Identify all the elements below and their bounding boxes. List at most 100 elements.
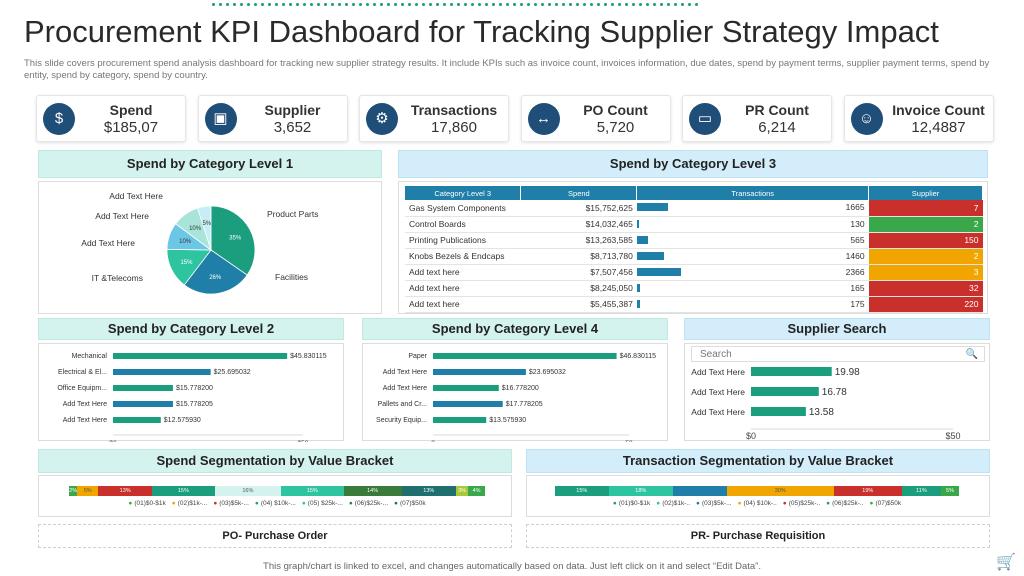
transactions-value: 165 [850,282,865,293]
kpi-value: $185,07 [103,119,159,136]
level2-header: Spend by Category Level 2 [38,318,344,340]
cell-transactions: 565 [636,232,869,249]
bar-segment: 15% [555,486,609,496]
bar-value-label: $46.830115 [620,353,657,360]
kpi-card-transactions: ⚙ Transactions 17,860 [359,95,509,142]
user-gear-icon: ☺ [850,103,883,135]
spend-seg-header: Spend Segmentation by Value Bracket [38,449,512,473]
pr-note: PR- Purchase Requisition [526,524,990,548]
kpi-card-spend: $ Spend $185,07 [36,95,186,142]
cell-supplier: 220 [868,296,983,313]
kpi-value: 5,720 [596,119,635,136]
bar-segment: 30% [726,486,834,496]
cell-transactions: 2366 [636,264,869,281]
cell-transactions: 165 [636,280,869,297]
transactions-bar [636,283,640,292]
table-row: Add text here $5,455,387 175 220 [405,296,983,313]
table-header: Category Level 3 [405,186,522,200]
bar-value-label: 19.98 [835,367,860,378]
cell-supplier: 32 [868,280,983,297]
bar [113,417,161,423]
kpi-card-invoice-count: ☺ Invoice Count 12,4887 [843,95,994,142]
pie-slice-value: 5% [202,221,211,227]
spend-seg-chart[interactable]: 2%5%13%15%16%15%14%13%3%4%(01)$0-$1k(02)… [69,486,485,507]
legend-item: (07)$50k [394,500,426,507]
level1-pie-chart[interactable]: 35% Product Parts 26% Facilities 15% IT &Tele… [39,182,383,315]
bar-category-label: Security Equip... [376,417,427,424]
cell-supplier: 2 [868,216,983,233]
bar [433,385,499,391]
legend-item: (01)$0-$1k [128,500,165,507]
supplier-bar-chart[interactable]: Add Text Here 19.98 Add Text Here 16.78 Add … [685,344,991,442]
transactions-value: 565 [850,234,865,245]
pie-slice-label: Facilities [275,272,308,282]
bar-segment: 19% [833,486,902,496]
trans-seg-chart[interactable]: 15%18% 30%19%11%5% (01)$0-$1k (02)$1k-.. (03… [555,486,959,507]
pie-slice-value: 10% [179,239,192,245]
stacked-bar: 2% 5% 13% 15% 16% 15% 14% 13% 3% 4% [69,486,485,496]
bar-value-label: $25.695032 [214,369,251,376]
bar-segment [672,486,727,496]
footer-note: This graph/chart is linked to excel, and… [263,561,761,572]
bar-category-label: Paper [408,353,427,360]
bar-category-label: Add Text Here [691,387,745,397]
bar-category-label: Add Text Here [63,401,107,408]
bar-segment: 5% [941,486,959,496]
transactions-bar [636,219,639,228]
transactions-value: 130 [850,218,865,229]
cell-supplier: 3 [868,264,983,281]
table-row: Add text here $8,245,050 165 32 [405,280,983,297]
level4-header: Spend by Category Level 4 [362,318,668,340]
bar [433,353,617,359]
bar-category-label: Office Equipm... [57,385,107,392]
kpi-value: 6,214 [758,119,796,136]
cell-spend: $8,713,780 [520,248,637,265]
kpi-value: 3,652 [273,119,312,136]
legend-item: (04) $10k-.. [738,500,777,507]
cell-supplier: 150 [868,232,983,249]
bar-segment: 11% [901,486,942,496]
transactions-value: 1460 [845,250,865,261]
cell-transactions: 1665 [636,200,869,217]
bar [113,369,211,375]
pie-slice-label: Add Text Here [109,191,163,201]
bar-segment: 16% [214,486,282,496]
pie-slice-value: 35% [229,235,242,241]
transactions-bar [636,251,664,260]
legend-item: (05)$25k-.. [783,500,820,507]
search-input[interactable]: Search 🔍 [691,346,985,362]
table-header: Transactions [636,186,870,200]
legend-item: (05) $25k-... [302,500,343,507]
kpi-label: PR Count [745,102,809,118]
kpi-card-supplier: ▣ Supplier 3,652 [197,95,348,142]
cart-icon: 🛒 [996,554,1016,571]
legend-item: (07)$50k [870,500,901,507]
level4-bar-chart[interactable]: Paper $46.830115 Add Text Here $23.695032 Ad… [363,344,669,447]
transactions-bar [636,203,668,211]
bar-value-label: $15.778200 [176,385,213,392]
level3-header: Spend by Category Level 3 [398,150,988,178]
bar [433,401,503,407]
table-row: Gas System Components $15,752,625 1665 7 [405,200,983,217]
level2-bar-chart[interactable]: Mechanical $45.830115 Electrical & El... $2… [39,344,345,447]
x-tick-label: 50 [625,440,633,442]
bar-category-label: Add Text Here [691,407,745,417]
kpi-value: 12,4887 [911,119,966,136]
x-tick-label: $0 [109,440,117,442]
cell-category: Control Boards [405,216,521,233]
cash-icon: ▭ [689,103,721,135]
transactions-value: 2366 [845,266,865,277]
bar [751,367,832,376]
bar-value-label: $45.830115 [290,353,327,360]
cell-transactions: 175 [636,296,869,313]
pie-slice-label: IT &Telecoms [92,273,143,283]
legend-item: (06)$25k-.. [826,500,863,507]
pie-slice-value: 26% [209,275,222,281]
cell-supplier: 7 [868,200,983,217]
search-icon[interactable]: 🔍 [965,349,978,360]
bar-value-label: $15.778205 [176,401,213,408]
bar-value-label: $17.778205 [506,401,543,408]
kpi-value: 17,860 [431,119,477,136]
legend-item: (02)$1k-.. [656,500,690,507]
transactions-icon: ⚙ [366,103,398,135]
